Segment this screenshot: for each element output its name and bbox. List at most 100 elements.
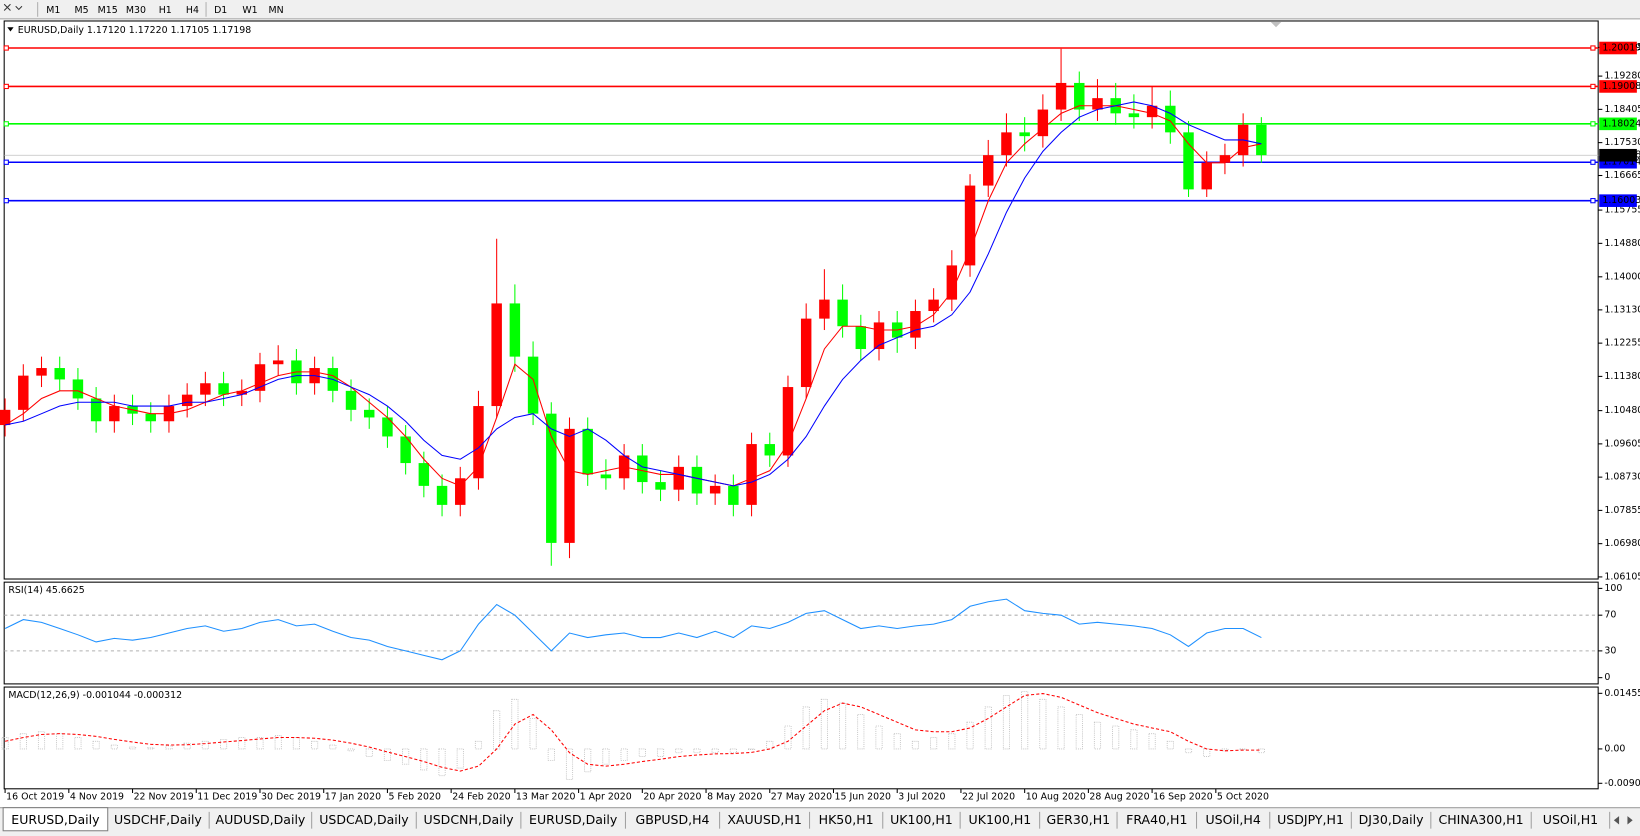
timeframe-label[interactable]: D1 bbox=[214, 5, 227, 16]
timeframe-button[interactable] bbox=[239, 1, 261, 18]
tab-scroll[interactable] bbox=[1613, 816, 1633, 825]
macd-bar bbox=[784, 725, 792, 750]
timeframe-button[interactable] bbox=[42, 1, 64, 18]
x-tick-label: 28 Aug 2020 bbox=[1089, 792, 1149, 803]
shift-marker bbox=[1270, 22, 1282, 28]
tab-label[interactable]: HK50,H1 bbox=[819, 812, 874, 827]
macd-signal bbox=[5, 693, 1262, 772]
candle-body bbox=[1074, 82, 1085, 110]
macd-bar bbox=[147, 747, 155, 750]
candle-body bbox=[1146, 105, 1158, 118]
x-tick-label: 27 May 2020 bbox=[771, 792, 832, 803]
level-tag bbox=[1599, 80, 1637, 93]
macd-bar bbox=[1166, 740, 1174, 750]
tab-label[interactable]: DJ30,Daily bbox=[1359, 812, 1425, 827]
timeframe-button[interactable] bbox=[123, 1, 149, 18]
tab-label[interactable]: FRA40,H1 bbox=[1126, 812, 1187, 827]
candle-body bbox=[855, 326, 867, 350]
tab-label[interactable]: UK100,H1 bbox=[890, 812, 953, 827]
tab-label[interactable]: AUDUSD,Daily bbox=[216, 812, 306, 827]
macd-bar bbox=[402, 748, 410, 765]
candle-body bbox=[1092, 98, 1103, 110]
tab-label[interactable]: UK100,H1 bbox=[969, 812, 1032, 827]
macd-bar bbox=[857, 714, 865, 750]
toolbar-icon[interactable] bbox=[3, 3, 23, 11]
macd-panel bbox=[3, 686, 1599, 790]
candle-body bbox=[509, 303, 521, 357]
title-arrow bbox=[7, 27, 14, 32]
candle-body bbox=[964, 185, 976, 266]
toolbar bbox=[0, 0, 1640, 19]
macd-bar bbox=[1, 737, 9, 750]
x-tick-label: 24 Feb 2020 bbox=[452, 792, 510, 803]
timeframe-label[interactable]: M15 bbox=[98, 5, 118, 16]
y-tick-label: 1.07855 bbox=[1604, 505, 1640, 516]
candle-body bbox=[90, 398, 102, 422]
candle-body bbox=[1183, 132, 1194, 190]
timeframe-label[interactable]: M30 bbox=[126, 5, 146, 16]
y-tick-label: 1.14880 bbox=[1604, 238, 1640, 249]
tab-label[interactable]: EURUSD,Daily bbox=[529, 812, 618, 827]
macd-bar bbox=[693, 748, 701, 754]
tab-label[interactable]: USDJPY,H1 bbox=[1277, 812, 1344, 827]
candle-body bbox=[1019, 132, 1030, 137]
macd-bar bbox=[274, 735, 282, 750]
rsi-panel bbox=[3, 581, 1599, 685]
macd-bar bbox=[37, 731, 46, 750]
candle-body bbox=[546, 413, 557, 543]
tab-label[interactable]: USOil,H1 bbox=[1543, 812, 1598, 827]
timeframe-label[interactable]: MN bbox=[269, 5, 284, 16]
y-tick-label: 1.18405 bbox=[1604, 104, 1640, 115]
y-tick-label: 0 bbox=[1604, 672, 1610, 683]
tab-label[interactable]: GBPUSD,H4 bbox=[636, 812, 710, 827]
tab-active[interactable] bbox=[2, 807, 109, 832]
timeframe-button[interactable] bbox=[181, 1, 203, 18]
tab-label[interactable]: EURUSD,Daily bbox=[11, 812, 100, 827]
candle-body bbox=[873, 322, 885, 350]
tab-label[interactable]: USDCNH,Daily bbox=[424, 812, 515, 827]
timeframe-button[interactable] bbox=[210, 1, 232, 18]
tab-label[interactable]: XAUUSD,H1 bbox=[727, 812, 801, 827]
macd-bar bbox=[1184, 748, 1193, 754]
tab-label[interactable]: USOil,H4 bbox=[1205, 812, 1260, 827]
y-tick-label: 0.014556 bbox=[1604, 688, 1640, 699]
timeframe-label[interactable]: M5 bbox=[75, 5, 89, 16]
macd-bar bbox=[1239, 748, 1247, 750]
timeframe-button[interactable] bbox=[71, 1, 93, 18]
candle-body bbox=[400, 436, 411, 464]
timeframe-label[interactable]: H4 bbox=[186, 5, 199, 16]
macd-bar bbox=[19, 733, 27, 750]
tab-label[interactable]: USDCHF,Daily bbox=[114, 812, 202, 827]
macd-bar bbox=[565, 748, 574, 780]
candle-body bbox=[928, 299, 939, 312]
timeframe-label[interactable]: W1 bbox=[242, 5, 257, 16]
y-tick-label: 1.19280 bbox=[1604, 71, 1640, 82]
candle-body bbox=[746, 444, 757, 505]
tab-label[interactable]: USDCAD,Daily bbox=[319, 812, 409, 827]
chart-title: EURUSD,Daily 1.17120 1.17220 1.17105 1.1… bbox=[18, 25, 251, 36]
macd-bar bbox=[911, 740, 919, 750]
tab-label[interactable]: GER30,H1 bbox=[1047, 812, 1111, 827]
macd-bar bbox=[1093, 721, 1102, 750]
timeframe-button[interactable] bbox=[95, 1, 121, 18]
candle-body bbox=[637, 455, 648, 483]
plot-layer: 1.200351.192801.184051.175301.166651.157… bbox=[0, 41, 1640, 803]
x-tick-label: 20 Apr 2020 bbox=[643, 792, 701, 803]
candle-body bbox=[837, 299, 848, 327]
macd-bar bbox=[584, 748, 592, 773]
timeframe-label[interactable]: H1 bbox=[159, 5, 172, 16]
tab-label[interactable]: CHINA300,H1 bbox=[1438, 812, 1523, 827]
x-tick-label: 11 Dec 2019 bbox=[197, 792, 257, 803]
timeframe-button[interactable] bbox=[154, 1, 176, 18]
candle-body bbox=[473, 406, 484, 479]
y-tick-label: -0.009001 bbox=[1604, 778, 1640, 789]
level-anchor bbox=[3, 45, 9, 51]
macd-bar bbox=[948, 733, 956, 750]
macd-bar bbox=[966, 721, 974, 750]
timeframe-button[interactable] bbox=[265, 1, 287, 18]
candle-body bbox=[691, 466, 703, 494]
candle-body bbox=[36, 368, 47, 376]
x-tick-label: 10 Aug 2020 bbox=[1026, 792, 1086, 803]
level-anchor bbox=[3, 83, 9, 90]
timeframe-label[interactable]: M1 bbox=[46, 5, 60, 16]
